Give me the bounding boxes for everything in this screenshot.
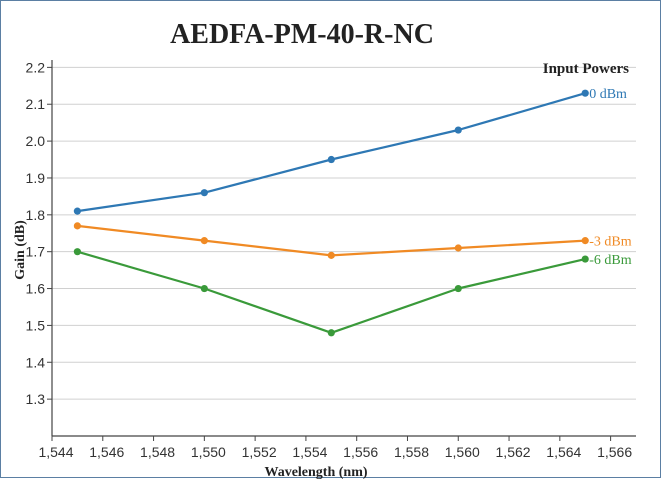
data-point bbox=[581, 237, 589, 245]
data-point bbox=[200, 237, 208, 245]
y-tick-label: 1.7 bbox=[26, 244, 46, 260]
data-point bbox=[73, 207, 81, 215]
x-tick-label: 1,566 bbox=[597, 444, 632, 460]
x-tick-label: 1,556 bbox=[343, 444, 378, 460]
y-tick-label: 1.5 bbox=[26, 317, 46, 333]
data-point bbox=[327, 329, 335, 337]
y-tick-label: 1.6 bbox=[26, 281, 46, 297]
x-tick-label: 1,560 bbox=[445, 444, 480, 460]
data-point bbox=[581, 89, 589, 97]
data-point bbox=[454, 244, 462, 252]
series-line bbox=[77, 224, 586, 257]
y-tick-label: 2.1 bbox=[26, 96, 46, 112]
series-label: -3 dBm bbox=[589, 235, 632, 250]
axes bbox=[47, 60, 636, 441]
series-line bbox=[77, 250, 586, 334]
x-tick-label: 1,564 bbox=[546, 444, 581, 460]
x-tick-label: 1,550 bbox=[191, 444, 226, 460]
data-point bbox=[454, 126, 462, 134]
tick-labels: 1.3 1.4 1.5 1.6 1.7 1.8 1.9 2.0 2.1 2.2 1,544 1,546… bbox=[26, 59, 633, 460]
data-point bbox=[200, 189, 208, 197]
series-lines: 0 dBm -3 dBm -6 dBm bbox=[73, 87, 632, 337]
chart-title: AEDFA-PM-40-R-NC bbox=[170, 19, 434, 50]
series-label: 0 dBm bbox=[589, 87, 627, 102]
x-axis-label: Wavelength (nm) bbox=[264, 465, 367, 480]
data-point bbox=[200, 284, 208, 293]
y-tick-label: 1.9 bbox=[26, 170, 46, 186]
legend-title: Input Powers bbox=[543, 61, 629, 77]
gridlines bbox=[52, 66, 636, 400]
series-line bbox=[77, 92, 586, 213]
data-point bbox=[327, 251, 335, 259]
x-tick-label: 1,552 bbox=[242, 444, 277, 460]
y-tick-label: 1.3 bbox=[26, 391, 46, 407]
x-tick-label: 1,554 bbox=[292, 444, 327, 460]
data-point bbox=[327, 155, 335, 164]
data-point bbox=[581, 255, 589, 263]
x-tick-label: 1,562 bbox=[496, 444, 531, 460]
x-tick-label: 1,548 bbox=[140, 444, 175, 460]
data-point bbox=[73, 248, 81, 256]
x-tick-label: 1,558 bbox=[394, 444, 429, 460]
x-tick-label: 1,544 bbox=[38, 444, 73, 460]
y-axis-label: Gain (dB) bbox=[13, 220, 28, 280]
y-tick-label: 1.4 bbox=[26, 354, 46, 370]
x-tick-label: 1,546 bbox=[89, 444, 124, 460]
y-tick-label: 2.2 bbox=[26, 59, 46, 75]
data-point bbox=[73, 222, 81, 230]
series-label: -6 dBm bbox=[589, 253, 632, 268]
y-tick-label: 2.0 bbox=[26, 133, 46, 149]
data-point bbox=[454, 284, 462, 293]
y-tick-label: 1.8 bbox=[26, 207, 46, 223]
